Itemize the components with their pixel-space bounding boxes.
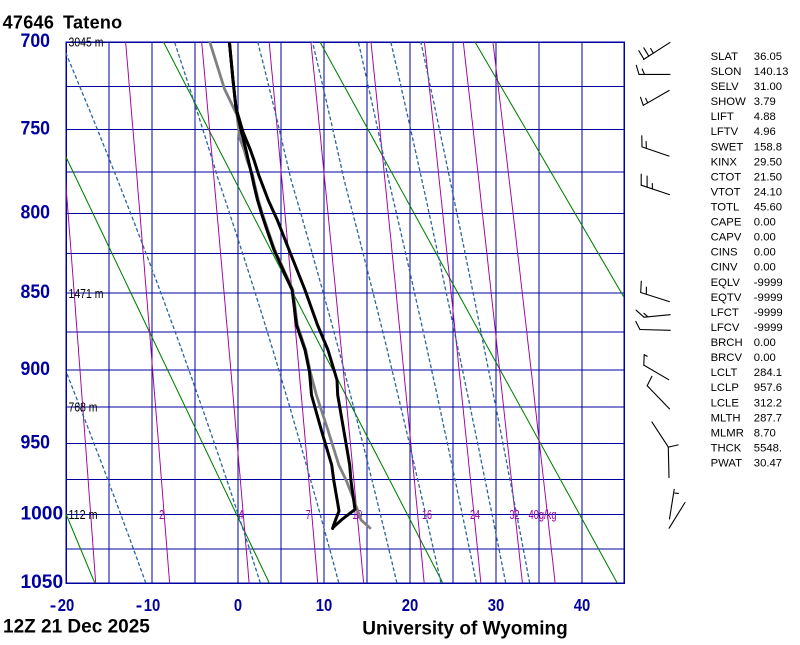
svg-text:750: 750 bbox=[21, 119, 51, 140]
svg-text:SWET: SWET bbox=[711, 141, 744, 153]
svg-text:31.00: 31.00 bbox=[754, 81, 782, 93]
svg-text:7: 7 bbox=[306, 508, 311, 522]
svg-text:957.6: 957.6 bbox=[754, 382, 782, 394]
svg-text:24: 24 bbox=[470, 508, 480, 522]
svg-text:Tateno: Tateno bbox=[63, 13, 122, 33]
svg-text:12Z 21 Dec 2025: 12Z 21 Dec 2025 bbox=[3, 616, 150, 637]
svg-text:SHOW: SHOW bbox=[711, 96, 746, 108]
svg-text:CAPE: CAPE bbox=[711, 217, 742, 229]
svg-text:21.50: 21.50 bbox=[754, 171, 782, 183]
svg-text:158.8: 158.8 bbox=[754, 141, 782, 153]
svg-text:VTOT: VTOT bbox=[711, 186, 741, 198]
svg-text:LCLE: LCLE bbox=[711, 397, 740, 409]
svg-text:30: 30 bbox=[488, 595, 505, 615]
svg-text:1471 m: 1471 m bbox=[69, 286, 104, 301]
svg-text:47646: 47646 bbox=[3, 13, 55, 33]
svg-text:LFCV: LFCV bbox=[711, 322, 740, 334]
svg-text:-9999: -9999 bbox=[754, 322, 783, 334]
svg-text:284.1: 284.1 bbox=[754, 367, 782, 379]
svg-text:THCK: THCK bbox=[711, 443, 742, 455]
svg-text:EQLV: EQLV bbox=[711, 277, 741, 289]
svg-text:4.88: 4.88 bbox=[754, 111, 776, 123]
svg-text:-9999: -9999 bbox=[754, 307, 783, 319]
svg-text:CAPV: CAPV bbox=[711, 232, 742, 244]
svg-text:LCLT: LCLT bbox=[711, 367, 738, 379]
svg-text:LCLP: LCLP bbox=[711, 382, 739, 394]
svg-text:800: 800 bbox=[21, 202, 51, 223]
svg-text:10: 10 bbox=[144, 595, 161, 615]
svg-text:LFTV: LFTV bbox=[711, 126, 739, 138]
svg-text:0.00: 0.00 bbox=[754, 337, 776, 349]
svg-text:287.7: 287.7 bbox=[754, 412, 782, 424]
svg-text:0.00: 0.00 bbox=[754, 247, 776, 259]
svg-text:5548.: 5548. bbox=[754, 443, 782, 455]
svg-text:850: 850 bbox=[21, 282, 51, 303]
svg-text:-: - bbox=[136, 595, 143, 615]
svg-text:30.47: 30.47 bbox=[754, 458, 782, 470]
svg-text:950: 950 bbox=[21, 433, 51, 454]
svg-text:CTOT: CTOT bbox=[711, 171, 742, 183]
svg-text:40g/kg: 40g/kg bbox=[529, 508, 557, 522]
svg-text:KINX: KINX bbox=[711, 156, 738, 168]
svg-text:1050: 1050 bbox=[21, 572, 64, 593]
svg-text:SLON: SLON bbox=[711, 66, 742, 78]
svg-text:8.70: 8.70 bbox=[754, 427, 776, 439]
svg-text:CINV: CINV bbox=[711, 262, 738, 274]
svg-text:SLAT: SLAT bbox=[711, 51, 739, 63]
svg-text:MLMR: MLMR bbox=[711, 427, 744, 439]
svg-text:BRCH: BRCH bbox=[711, 337, 743, 349]
svg-text:10: 10 bbox=[316, 595, 333, 615]
svg-text:-9999: -9999 bbox=[754, 292, 783, 304]
svg-text:LFCT: LFCT bbox=[711, 307, 739, 319]
svg-text:32: 32 bbox=[510, 508, 520, 522]
svg-text:LIFT: LIFT bbox=[711, 111, 734, 123]
svg-text:20: 20 bbox=[402, 595, 419, 615]
svg-text:312.2: 312.2 bbox=[754, 397, 782, 409]
svg-text:900: 900 bbox=[21, 359, 51, 380]
svg-text:140.13: 140.13 bbox=[754, 66, 789, 78]
svg-text:0: 0 bbox=[234, 595, 242, 615]
svg-text:0.00: 0.00 bbox=[754, 262, 776, 274]
svg-text:4.96: 4.96 bbox=[754, 126, 776, 138]
svg-text:TOTL: TOTL bbox=[711, 202, 740, 214]
svg-text:-: - bbox=[50, 595, 57, 615]
svg-text:PWAT: PWAT bbox=[711, 458, 742, 470]
svg-text:0.00: 0.00 bbox=[754, 232, 776, 244]
svg-text:BRCV: BRCV bbox=[711, 352, 743, 364]
svg-text:0.00: 0.00 bbox=[754, 217, 776, 229]
svg-text:29.50: 29.50 bbox=[754, 156, 782, 168]
svg-text:24.10: 24.10 bbox=[754, 186, 782, 198]
svg-text:45.60: 45.60 bbox=[754, 202, 782, 214]
svg-text:3.79: 3.79 bbox=[754, 96, 776, 108]
svg-text:2: 2 bbox=[159, 508, 164, 522]
svg-text:EQTV: EQTV bbox=[711, 292, 742, 304]
svg-text:16: 16 bbox=[422, 508, 432, 522]
svg-text:SELV: SELV bbox=[711, 81, 740, 93]
svg-text:University of Wyoming: University of Wyoming bbox=[362, 619, 568, 640]
svg-text:36.05: 36.05 bbox=[754, 51, 782, 63]
svg-text:768 m: 768 m bbox=[69, 400, 98, 415]
svg-text:1000: 1000 bbox=[21, 504, 64, 525]
svg-text:4: 4 bbox=[239, 508, 244, 522]
svg-text:3045 m: 3045 m bbox=[69, 35, 104, 50]
svg-text:20: 20 bbox=[58, 595, 75, 615]
svg-text:-9999: -9999 bbox=[754, 277, 783, 289]
svg-text:700: 700 bbox=[21, 31, 51, 52]
svg-text:0.00: 0.00 bbox=[754, 352, 776, 364]
svg-text:CINS: CINS bbox=[711, 247, 738, 259]
svg-text:40: 40 bbox=[574, 595, 591, 615]
svg-text:112 m: 112 m bbox=[69, 507, 98, 522]
svg-text:MLTH: MLTH bbox=[711, 412, 741, 424]
